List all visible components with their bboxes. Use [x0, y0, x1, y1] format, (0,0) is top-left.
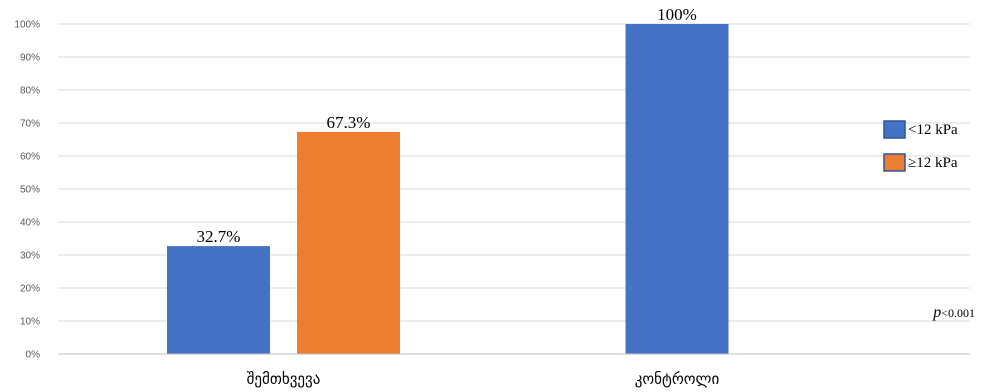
data-label: 100% — [657, 5, 697, 24]
bar — [167, 246, 270, 354]
data-label: 32.7% — [197, 227, 241, 246]
legend-label: <12 kPa — [908, 122, 958, 138]
bars — [167, 24, 729, 354]
data-label: 67.3% — [327, 113, 371, 132]
y-tick-label: 20% — [20, 284, 40, 295]
y-tick-label: 80% — [20, 86, 40, 97]
y-tick-label: 90% — [20, 53, 40, 64]
legend: <12 kPa ≥12 kPa — [883, 120, 958, 172]
x-category-label: კონტროლი — [635, 370, 720, 388]
y-tick-label: 10% — [20, 317, 40, 328]
legend-label: ≥12 kPa — [908, 155, 958, 171]
y-tick-label: 60% — [20, 152, 40, 163]
x-category-label: შემთხვევა — [247, 370, 321, 388]
legend-swatch — [883, 153, 906, 172]
data-labels: 32.7% 67.3% 100% — [197, 5, 697, 246]
legend-swatch — [883, 120, 906, 139]
y-tick-label: 40% — [20, 218, 40, 229]
p-value-annotation: p<0.001 — [932, 304, 975, 321]
y-tick-label: 100% — [14, 20, 40, 31]
x-axis: შემთხვევა კონტროლი — [58, 353, 970, 388]
y-tick-label: 70% — [20, 119, 40, 130]
bar — [625, 24, 729, 354]
y-axis: 0% 10% 20% 30% 40% 50% 60% 70% 80% 90% 100% — [14, 20, 40, 361]
bar — [297, 131, 400, 354]
y-tick-label: 50% — [20, 185, 40, 196]
y-tick-label: 0% — [26, 350, 41, 361]
y-tick-label: 30% — [20, 251, 40, 262]
